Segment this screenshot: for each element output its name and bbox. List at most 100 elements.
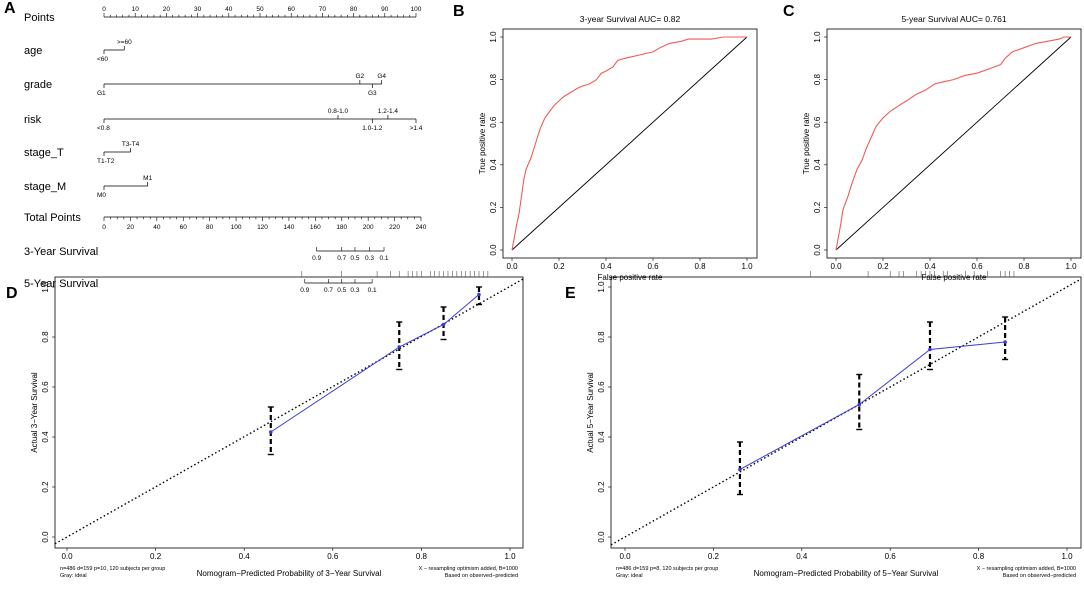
level-label: 1.0-1.2: [362, 125, 383, 132]
x-axis-label: False positive rate: [598, 273, 663, 282]
y-axis-label: True positive rate: [478, 112, 487, 174]
tick-label: 200: [363, 224, 374, 231]
panel-label: D: [6, 285, 18, 302]
prob-label: 0.7: [337, 255, 346, 262]
panel-d-calibration-3-year: D 0.0 0.0 0.2 0.2 0.4 0.4 0.6 0.6 0.8 0.8 1.0 1.0 Nom…: [6, 271, 524, 579]
y-tick-label: 1.0: [41, 281, 50, 293]
tick-label: 80: [206, 224, 214, 231]
y-tick-label: 0.2: [489, 201, 498, 213]
prob-label: 0.5: [337, 287, 346, 294]
row-label: 5-Year Survival: [24, 278, 98, 290]
tick-label: 20: [127, 224, 135, 231]
note-right-2: Based on observed−predicted: [445, 573, 518, 579]
roc-curve: [835, 36, 1071, 251]
level-label: G3: [368, 90, 377, 97]
panel-label: C: [783, 3, 795, 20]
level-label: >=60: [117, 39, 132, 46]
y-tick-label: 0.0: [597, 531, 606, 543]
x-axis-label: False positive rate: [922, 273, 987, 282]
plot-frame: [610, 276, 1082, 549]
panel-label: B: [453, 3, 465, 20]
reference-diagonal: [511, 36, 748, 251]
note-right-1: X − resampling optimism added, B=1000: [419, 566, 518, 572]
x-tick-label: 0.2: [708, 552, 720, 561]
tick-label: 30: [194, 6, 202, 13]
roc-curve: [511, 36, 747, 251]
level-label: <0.8: [97, 125, 110, 132]
y-tick-label: 0.6: [489, 116, 498, 128]
tick-label: 100: [411, 6, 422, 13]
x-tick-label: 0.0: [830, 262, 842, 271]
prob-label: 0.1: [379, 255, 388, 262]
x-tick-label: 0.6: [327, 552, 339, 561]
panel-label: A: [4, 0, 16, 17]
y-axis-label: Actual 3−Year Survival: [30, 372, 39, 453]
y-tick-label: 0.8: [489, 73, 498, 85]
data-point: [928, 347, 932, 352]
note-right-1: X − resampling optimism added, B=1000: [977, 566, 1076, 572]
tick-label: 70: [319, 6, 327, 13]
tick-label: 50: [256, 6, 264, 13]
prob-label: 0.7: [324, 287, 333, 294]
x-tick-label: 0.8: [973, 552, 985, 561]
x-tick-label: 0.6: [971, 262, 983, 271]
row-label: grade: [24, 79, 52, 91]
panel-label: E: [565, 285, 576, 302]
y-tick-label: 1.0: [813, 31, 822, 43]
row-label: Points: [24, 12, 55, 24]
ideal-line: [54, 278, 524, 545]
x-tick-label: 0.4: [924, 262, 936, 271]
tick-label: 40: [153, 224, 161, 231]
tick-label: 10: [132, 6, 140, 13]
x-tick-label: 0.0: [506, 262, 518, 271]
plot-frame: [54, 276, 524, 549]
level-label: <60: [97, 56, 108, 63]
chart-title: 5-year Survival AUC= 0.761: [901, 14, 1006, 24]
x-axis-label: Nomogram−Predicted Probability of 5−Year…: [754, 569, 939, 578]
x-tick-label: 0.8: [1018, 262, 1030, 271]
x-tick-label: 0.8: [416, 552, 428, 561]
level-label: M0: [97, 192, 106, 199]
x-tick-label: 0.0: [619, 552, 631, 561]
prob-label: 0.9: [300, 287, 309, 294]
panel-e-calibration-5-year: E 0.0 0.0 0.2 0.2 0.4 0.4 0.6 0.6 0.8 0.8 1.0 1.0 Nom…: [565, 271, 1082, 579]
x-tick-label: 0.6: [885, 552, 897, 561]
y-tick-label: 0.6: [597, 381, 606, 393]
row-label: risk: [24, 114, 42, 126]
level-label: >1.4: [410, 125, 423, 132]
tick-label: 20: [163, 6, 171, 13]
x-tick-label: 0.4: [796, 552, 808, 561]
tick-label: 140: [283, 224, 294, 231]
prob-label: 0.3: [365, 255, 374, 262]
prob-label: 0.3: [350, 287, 359, 294]
data-point: [1003, 340, 1007, 344]
data-point: [477, 292, 481, 297]
x-tick-label: 1.0: [504, 552, 516, 561]
calibration-curve: [270, 294, 480, 433]
note-left-1: n=486 d=159 p=8, 120 subjects per group: [616, 566, 718, 572]
y-tick-label: 0.6: [813, 116, 822, 128]
y-axis-label: True positive rate: [802, 112, 811, 174]
x-tick-label: 1.0: [1065, 262, 1077, 271]
plot-frame: [826, 28, 1082, 259]
x-tick-label: 1.0: [1061, 552, 1073, 561]
tick-label: 60: [180, 224, 188, 231]
tick-label: 240: [416, 224, 427, 231]
y-tick-label: 0.2: [813, 201, 822, 213]
note-right-2: Based on observed−predicted: [1003, 573, 1076, 579]
level-label: T1-T2: [97, 158, 115, 165]
tick-label: 120: [257, 224, 268, 231]
tick-label: 100: [231, 224, 242, 231]
y-tick-label: 0.4: [489, 159, 498, 171]
x-tick-label: 0.0: [61, 552, 73, 561]
x-tick-label: 0.6: [647, 262, 659, 271]
y-axis-label: Actual 5−Year Survival: [586, 372, 595, 453]
data-point: [268, 430, 273, 434]
panel-c-roc-5-year: C 5-year Survival AUC= 0.761 0.0 0.0 0.2 0.2 0…: [783, 3, 1082, 282]
tick-label: 90: [381, 6, 389, 13]
level-label: M1: [143, 175, 152, 182]
panel-b-roc-3-year: B 3-year Survival AUC= 0.82 0.0 0.0 0.2 0.2 0.…: [453, 3, 758, 282]
level-label: G4: [377, 73, 386, 80]
prob-label: 0.5: [350, 255, 359, 262]
